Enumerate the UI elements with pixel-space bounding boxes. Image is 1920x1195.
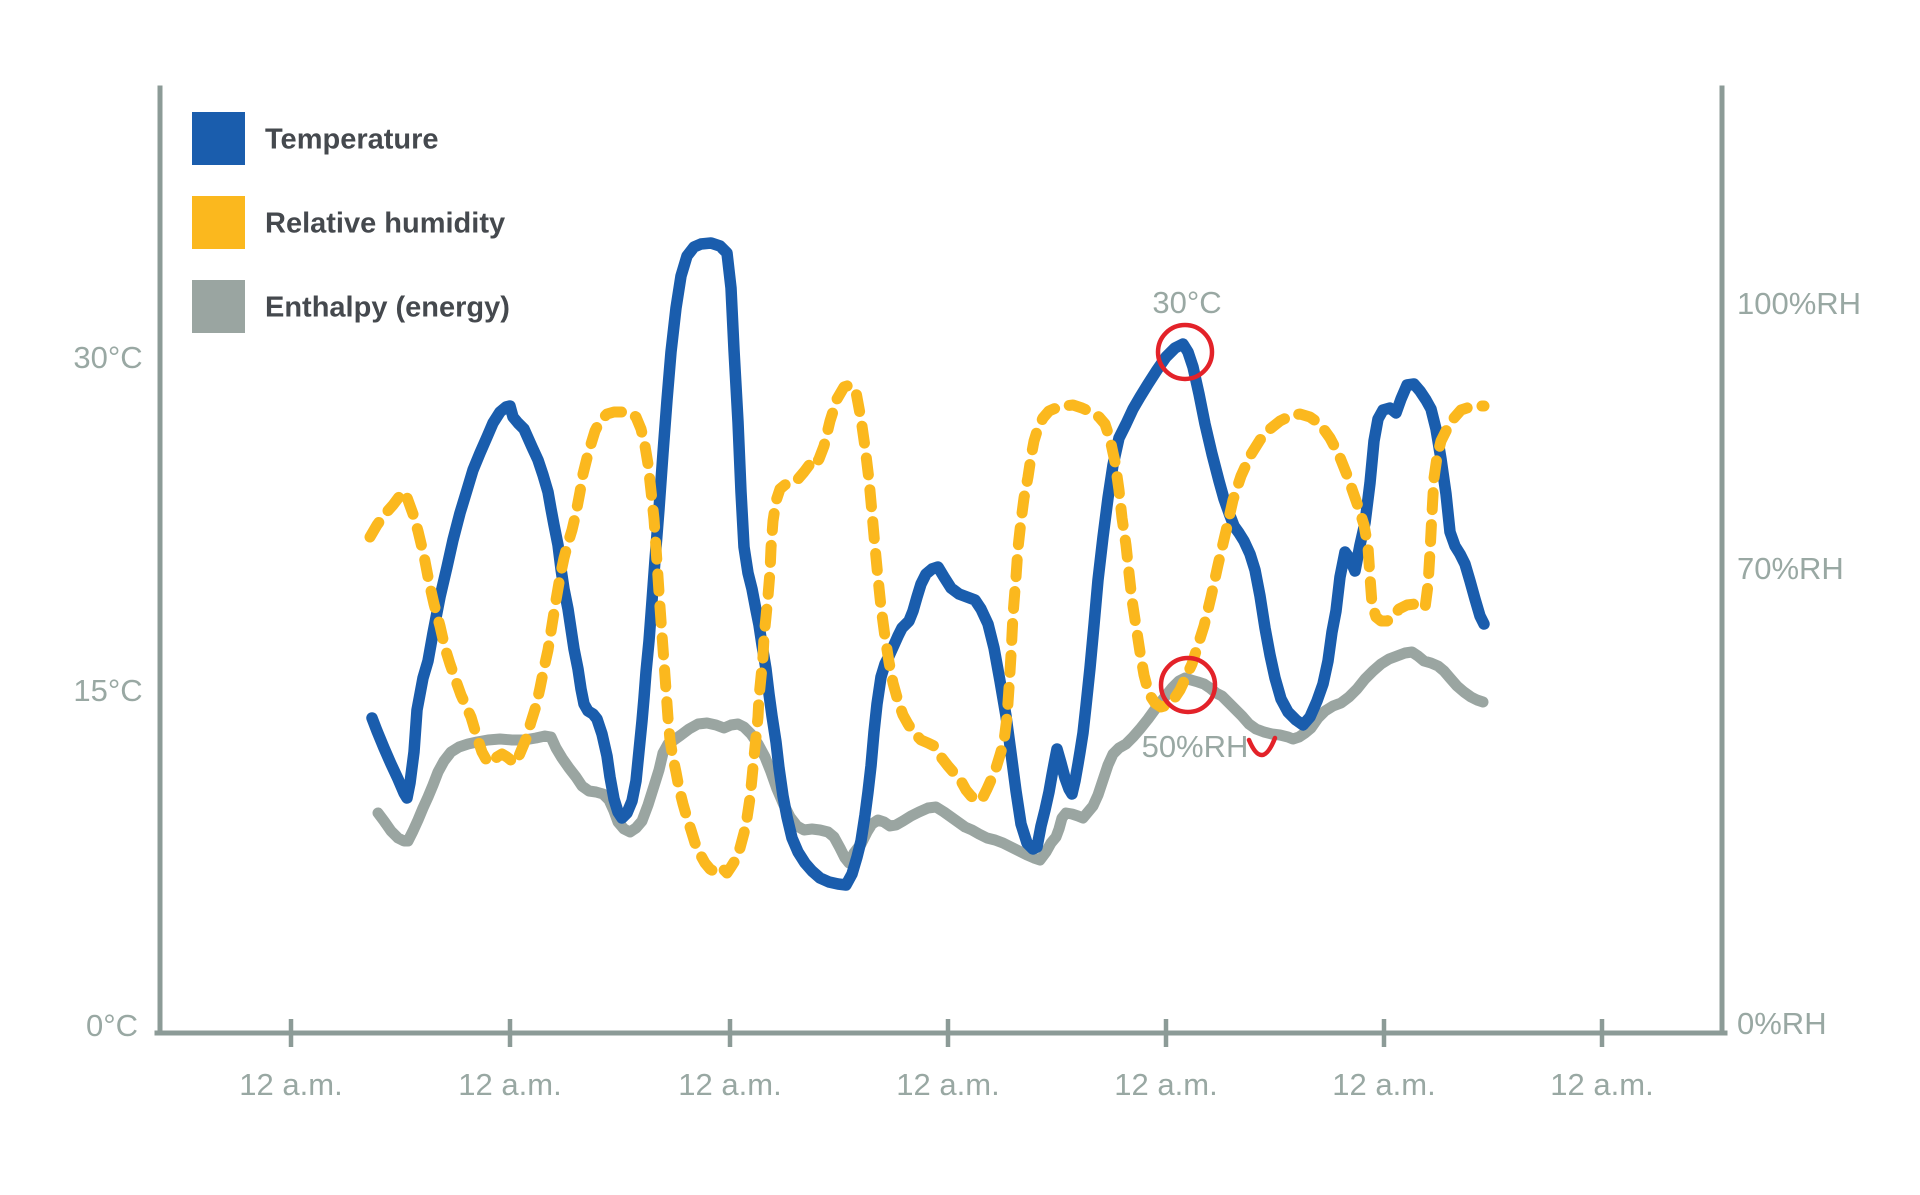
annotation-label-1: 50%RH bbox=[1142, 729, 1249, 764]
red-partial-circle-mark bbox=[1246, 735, 1278, 758]
legend-swatch-enthalpy-energy bbox=[192, 280, 245, 333]
x-tick-label-0: 12 a.m. bbox=[239, 1067, 342, 1102]
enthalpy-energy-line bbox=[372, 646, 1489, 869]
annotation-red-circle-0 bbox=[1155, 322, 1215, 382]
legend-swatch-temperature bbox=[192, 112, 245, 165]
x-tick-label-1: 12 a.m. bbox=[458, 1067, 561, 1102]
legend-label-temperature: Temperature bbox=[265, 124, 439, 156]
temperature-line bbox=[366, 237, 1490, 891]
x-tick-label-2: 12 a.m. bbox=[678, 1067, 781, 1102]
left-axis-label-1: 15°C bbox=[73, 673, 142, 708]
legend-swatch-relative-humidity bbox=[192, 196, 245, 249]
relative-humidity-line bbox=[364, 379, 1490, 879]
x-tick-label-6: 12 a.m. bbox=[1550, 1067, 1653, 1102]
x-tick-label-4: 12 a.m. bbox=[1114, 1067, 1217, 1102]
legend-label-enthalpy-energy: Enthalpy (energy) bbox=[265, 292, 510, 324]
left-axis-label-2: 0°C bbox=[86, 1008, 138, 1043]
legend-label-relative-humidity: Relative humidity bbox=[265, 208, 505, 240]
annotation-red-circle-1 bbox=[1158, 655, 1218, 715]
annotation-label-0: 30°C bbox=[1152, 285, 1221, 320]
x-tick-label-3: 12 a.m. bbox=[896, 1067, 999, 1102]
left-axis-label-0: 30°C bbox=[73, 340, 142, 375]
right-axis-label-1: 70%RH bbox=[1737, 551, 1844, 586]
x-tick-label-5: 12 a.m. bbox=[1332, 1067, 1435, 1102]
right-axis-label-2: 0%RH bbox=[1737, 1006, 1827, 1041]
right-axis-label-0: 100%RH bbox=[1737, 286, 1861, 321]
